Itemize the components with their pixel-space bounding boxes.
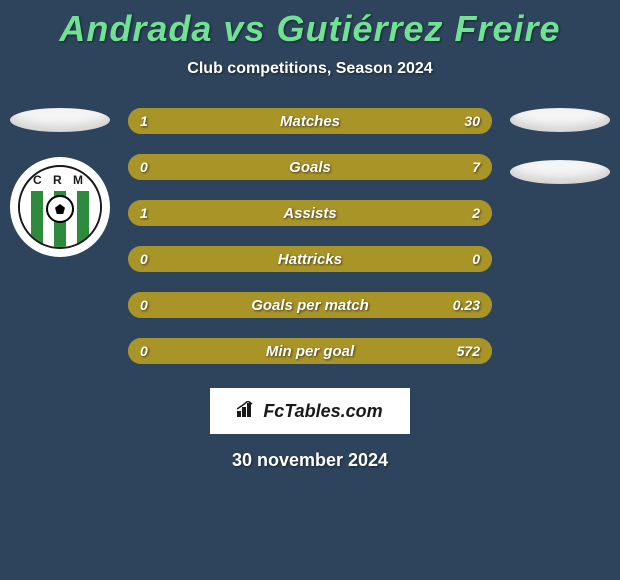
stat-bar: 0Goals per match0.23 <box>128 292 492 318</box>
comparison-infographic: Andrada vs Gutiérrez Freire Club competi… <box>0 0 620 580</box>
stat-bar: 1Assists2 <box>128 200 492 226</box>
stat-value-right: 0 <box>442 251 492 267</box>
stat-value-left: 0 <box>128 251 178 267</box>
player-right-placeholder-1 <box>510 108 610 132</box>
stat-value-right: 572 <box>442 343 492 359</box>
soccer-ball-icon <box>46 195 74 223</box>
page-subtitle: Club competitions, Season 2024 <box>187 60 432 78</box>
stat-value-left: 1 <box>128 205 178 221</box>
date-label: 30 november 2024 <box>232 450 388 471</box>
content-row: C R M 1Matches300Goals71Assists20Hattric… <box>0 108 620 364</box>
player-left-placeholder <box>10 108 110 132</box>
watermark-text: FcTables.com <box>263 401 382 422</box>
stat-label: Min per goal <box>178 343 442 360</box>
stat-bar: 0Goals7 <box>128 154 492 180</box>
club-initials: C R M <box>20 173 100 187</box>
player-right-column <box>500 108 620 364</box>
stat-value-left: 0 <box>128 343 178 359</box>
club-stripe <box>20 191 31 247</box>
stat-value-right: 2 <box>442 205 492 221</box>
stat-value-left: 0 <box>128 159 178 175</box>
stat-label: Hattricks <box>178 251 442 268</box>
stat-value-right: 0.23 <box>442 297 492 313</box>
stat-value-right: 7 <box>442 159 492 175</box>
chart-icon <box>237 401 257 422</box>
stat-bar: 1Matches30 <box>128 108 492 134</box>
watermark: FcTables.com <box>210 388 410 434</box>
player-left-column: C R M <box>0 108 120 364</box>
stat-value-left: 1 <box>128 113 178 129</box>
player-right-placeholder-2 <box>510 160 610 184</box>
stats-column: 1Matches300Goals71Assists20Hattricks00Go… <box>120 108 500 364</box>
club-logo-left: C R M <box>10 157 110 257</box>
club-stripe <box>89 191 100 247</box>
stat-label: Goals <box>178 159 442 176</box>
stat-label: Assists <box>178 205 442 222</box>
stat-bar: 0Min per goal572 <box>128 338 492 364</box>
page-title: Andrada vs Gutiérrez Freire <box>59 8 560 50</box>
stat-value-right: 30 <box>442 113 492 129</box>
club-stripe <box>31 191 42 247</box>
stat-value-left: 0 <box>128 297 178 313</box>
stat-label: Goals per match <box>178 297 442 314</box>
stat-bar: 0Hattricks0 <box>128 246 492 272</box>
stat-label: Matches <box>178 113 442 130</box>
club-stripe <box>77 191 88 247</box>
